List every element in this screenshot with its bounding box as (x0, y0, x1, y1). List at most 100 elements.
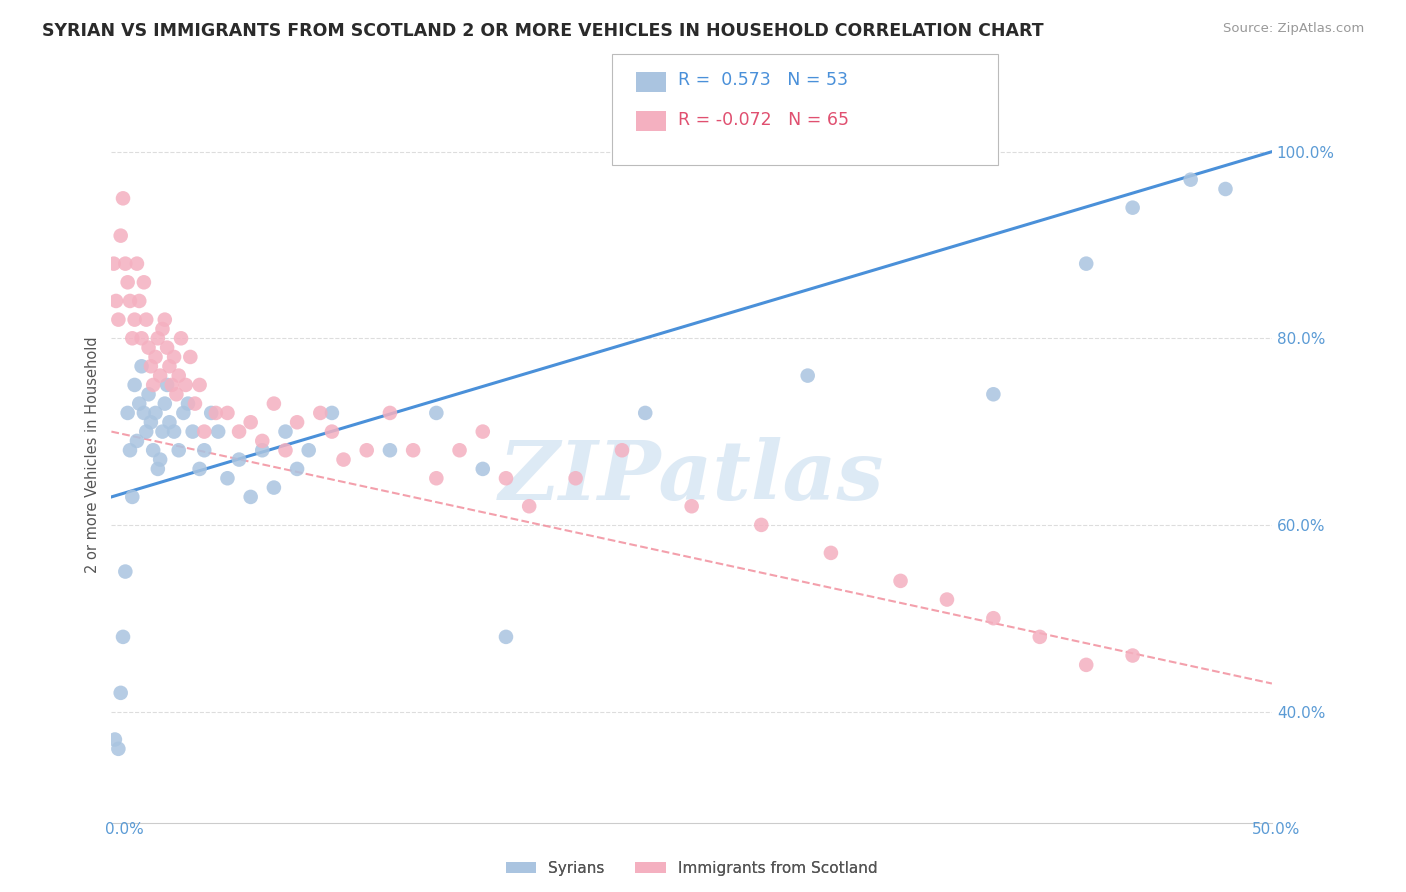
Text: Source: ZipAtlas.com: Source: ZipAtlas.com (1223, 22, 1364, 36)
Point (217, 471, 239, 485)
Text: R = -0.072   N = 65: R = -0.072 N = 65 (678, 111, 849, 128)
Point (193, 425, 215, 439)
Point (172, 406, 194, 420)
Text: 50.0%: 50.0% (1253, 822, 1301, 837)
Legend: Syrians, Immigrants from Scotland: Syrians, Immigrants from Scotland (499, 855, 884, 882)
Point (149, 452, 172, 467)
Point (321, 425, 343, 439)
Point (105, 293, 128, 308)
Point (681, 500, 703, 514)
Point (159, 359, 181, 374)
Text: SYRIAN VS IMMIGRANTS FROM SCOTLAND 2 OR MORE VEHICLES IN HOUSEHOLD CORRELATION C: SYRIAN VS IMMIGRANTS FROM SCOTLAND 2 OR … (42, 22, 1043, 40)
Point (114, 565, 136, 579)
Point (749, 517, 772, 532)
Point (174, 378, 197, 392)
Point (356, 443, 378, 458)
Point (1029, 630, 1052, 644)
Text: R =  0.573   N = 53: R = 0.573 N = 53 (678, 71, 848, 89)
Point (156, 341, 179, 355)
Point (149, 368, 172, 383)
Point (117, 275, 139, 289)
Point (274, 443, 297, 458)
Point (121, 490, 143, 504)
Point (146, 462, 169, 476)
Point (145, 350, 167, 364)
Point (167, 443, 190, 458)
Point (983, 387, 1005, 401)
Point (160, 378, 183, 392)
Point (165, 387, 187, 401)
Point (936, 592, 959, 607)
Point (820, 546, 842, 560)
Point (107, 742, 129, 756)
Point (163, 350, 186, 364)
Point (188, 462, 211, 476)
Point (124, 378, 146, 392)
Point (128, 396, 150, 410)
Point (471, 425, 494, 439)
Point (517, 500, 540, 514)
Point (207, 425, 229, 439)
Point (1076, 257, 1098, 271)
Point (1180, 172, 1202, 186)
Point (983, 611, 1005, 625)
Point (139, 415, 162, 429)
Point (402, 443, 425, 458)
Point (263, 396, 285, 410)
Point (179, 350, 201, 364)
Text: ZIPatlas: ZIPatlas (499, 437, 884, 517)
Point (142, 443, 165, 458)
Point (285, 462, 308, 476)
Point (131, 359, 153, 374)
Point (142, 378, 165, 392)
Point (110, 686, 132, 700)
Point (118, 443, 141, 458)
Point (425, 406, 447, 420)
Point (132, 275, 155, 289)
Point (274, 425, 297, 439)
Point (159, 415, 181, 429)
Point (125, 434, 148, 448)
Point (449, 443, 471, 458)
Point (152, 322, 174, 336)
Point (128, 293, 150, 308)
Point (152, 425, 174, 439)
Point (309, 406, 332, 420)
Point (118, 293, 141, 308)
Point (153, 396, 176, 410)
Point (124, 312, 146, 326)
Point (110, 228, 132, 243)
Point (332, 452, 354, 467)
Point (111, 630, 134, 644)
Point (121, 331, 143, 345)
Point (796, 368, 818, 383)
Point (378, 406, 401, 420)
Point (1122, 201, 1144, 215)
Point (217, 406, 239, 420)
Point (239, 415, 262, 429)
Point (135, 312, 157, 326)
Point (263, 481, 285, 495)
Point (321, 406, 343, 420)
Point (170, 331, 193, 345)
Point (132, 406, 155, 420)
Point (425, 471, 447, 485)
Point (205, 406, 228, 420)
Point (239, 490, 262, 504)
Point (125, 257, 148, 271)
Point (153, 312, 176, 326)
Point (103, 257, 125, 271)
Point (111, 191, 134, 205)
Point (184, 396, 207, 410)
Point (200, 406, 222, 420)
Point (1076, 657, 1098, 672)
Point (156, 378, 179, 392)
Point (104, 732, 127, 747)
Point (378, 443, 401, 458)
Point (117, 406, 139, 420)
Point (193, 443, 215, 458)
Point (145, 406, 167, 420)
Point (471, 462, 494, 476)
Point (139, 359, 162, 374)
Point (285, 415, 308, 429)
